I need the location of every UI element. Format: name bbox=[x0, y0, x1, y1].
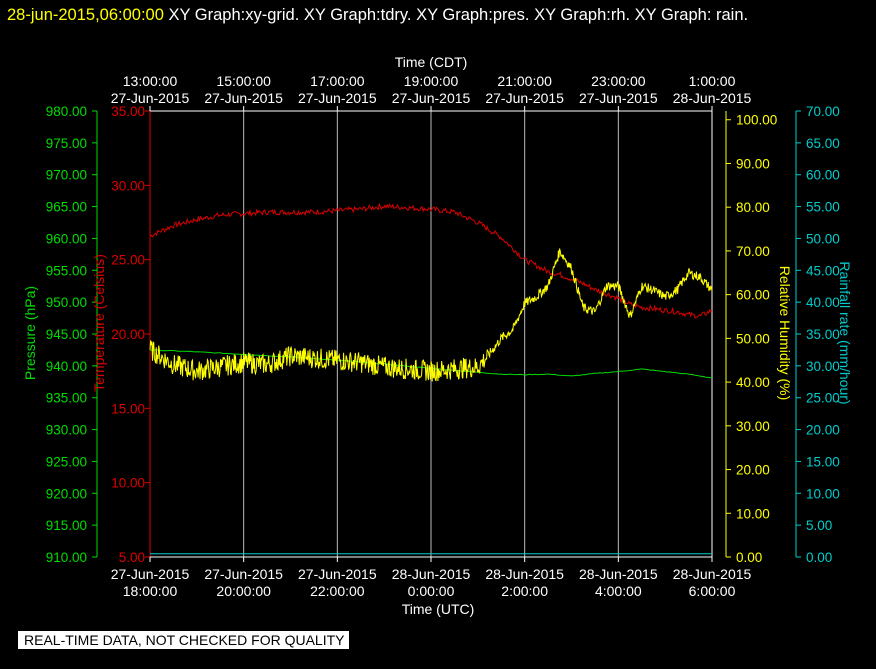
humidity-tick-label: 30.00 bbox=[736, 419, 770, 434]
rain-tick-label: 5.00 bbox=[806, 518, 832, 533]
bottom-tick-date: 28-Jun-2015 bbox=[673, 566, 752, 582]
humidity-tick-label: 100.00 bbox=[736, 113, 777, 128]
series-tdry bbox=[149, 202, 713, 319]
bottom-tick-date: 28-Jun-2015 bbox=[579, 566, 658, 582]
top-tick-date: 28-Jun-2015 bbox=[673, 90, 752, 106]
bottom-axis-label: Time (UTC) bbox=[402, 601, 475, 617]
top-tick-time: 19:00:00 bbox=[404, 73, 459, 89]
rain-tick-label: 50.00 bbox=[806, 231, 840, 246]
rain-tick-label: 0.00 bbox=[806, 550, 832, 565]
temperature-axis-label: Temperature (Celsius) bbox=[91, 254, 107, 392]
pressure-tick-label: 935.00 bbox=[46, 391, 87, 406]
top-tick-date: 27-Jun-2015 bbox=[579, 90, 658, 106]
bottom-tick-date: 28-Jun-2015 bbox=[392, 566, 471, 582]
pressure-tick-label: 915.00 bbox=[46, 518, 87, 533]
temperature-tick-label: 25.00 bbox=[111, 253, 145, 268]
humidity-tick-label: 50.00 bbox=[736, 331, 770, 346]
rain-tick-label: 60.00 bbox=[806, 168, 840, 183]
rain-tick-label: 15.00 bbox=[806, 454, 840, 469]
pressure-tick-label: 920.00 bbox=[46, 486, 87, 501]
humidity-tick-label: 10.00 bbox=[736, 506, 770, 521]
pressure-tick-label: 955.00 bbox=[46, 263, 87, 278]
pressure-tick-label: 950.00 bbox=[46, 295, 87, 310]
bottom-tick-date: 28-Jun-2015 bbox=[485, 566, 564, 582]
grid-lines bbox=[243, 111, 619, 557]
rain-tick-label: 45.00 bbox=[806, 263, 840, 278]
axis-frame bbox=[96, 110, 797, 558]
pressure-tick-label: 925.00 bbox=[46, 454, 87, 469]
top-tick-date: 27-Jun-2015 bbox=[204, 90, 283, 106]
top-tick-time: 1:00:00 bbox=[689, 73, 736, 89]
rain-tick-label: 55.00 bbox=[806, 200, 840, 215]
header-timestamp: 28-jun-2015,06:00:00 bbox=[7, 6, 164, 24]
rain-tick-label: 30.00 bbox=[806, 359, 840, 374]
top-tick-time: 23:00:00 bbox=[591, 73, 646, 89]
temperature-tick-label: 10.00 bbox=[111, 476, 145, 491]
temperature-tick-label: 5.00 bbox=[119, 550, 145, 565]
top-tick-date: 27-Jun-2015 bbox=[392, 90, 471, 106]
temperature-tick-label: 30.00 bbox=[111, 178, 145, 193]
humidity-tick-label: 80.00 bbox=[736, 200, 770, 215]
bottom-tick-date: 27-Jun-2015 bbox=[204, 566, 283, 582]
rain-tick-label: 70.00 bbox=[806, 104, 840, 119]
rain-tick-label: 25.00 bbox=[806, 391, 840, 406]
pressure-axis-label: Pressure (hPa) bbox=[22, 286, 38, 380]
axis-ticks: 980.00 975.00 970.00 965.00 960.00 955.00 950.… bbox=[46, 73, 840, 599]
temperature-tick-label: 35.00 bbox=[111, 104, 145, 119]
temperature-tick-label: 20.00 bbox=[111, 327, 145, 342]
bottom-tick-time: 18:00:00 bbox=[123, 583, 178, 599]
humidity-tick-label: 0.00 bbox=[736, 550, 762, 565]
rain-tick-label: 10.00 bbox=[806, 486, 840, 501]
top-tick-date: 27-Jun-2015 bbox=[485, 90, 564, 106]
pressure-tick-label: 975.00 bbox=[46, 136, 87, 151]
humidity-tick-label: 20.00 bbox=[736, 463, 770, 478]
top-tick-date: 27-Jun-2015 bbox=[111, 90, 190, 106]
bottom-tick-time: 4:00:00 bbox=[595, 583, 642, 599]
bottom-tick-date: 27-Jun-2015 bbox=[298, 566, 377, 582]
pressure-tick-label: 945.00 bbox=[46, 327, 87, 342]
chart-header: 28-jun-2015,06:00:00 XY Graph:xy-grid. X… bbox=[7, 2, 867, 29]
top-tick-date: 27-Jun-2015 bbox=[298, 90, 377, 106]
series-lines bbox=[149, 202, 713, 555]
bottom-tick-time: 2:00:00 bbox=[501, 583, 548, 599]
bottom-tick-time: 20:00:00 bbox=[216, 583, 271, 599]
pressure-tick-label: 930.00 bbox=[46, 423, 87, 438]
rain-tick-label: 65.00 bbox=[806, 136, 840, 151]
bottom-tick-time: 6:00:00 bbox=[689, 583, 736, 599]
top-tick-time: 15:00:00 bbox=[216, 73, 271, 89]
bottom-tick-date: 27-Jun-2015 bbox=[111, 566, 190, 582]
header-titles: XY Graph:xy-grid. XY Graph:tdry. XY Grap… bbox=[163, 6, 749, 24]
humidity-tick-label: 70.00 bbox=[736, 244, 770, 259]
pressure-tick-label: 980.00 bbox=[46, 104, 87, 119]
series-rh bbox=[149, 248, 713, 382]
rain-tick-label: 20.00 bbox=[806, 423, 840, 438]
temperature-tick-label: 15.00 bbox=[111, 401, 145, 416]
pressure-tick-label: 965.00 bbox=[46, 200, 87, 215]
quality-warning: REAL-TIME DATA, NOT CHECKED FOR QUALITY bbox=[18, 631, 350, 649]
top-tick-time: 17:00:00 bbox=[310, 73, 365, 89]
pressure-tick-label: 910.00 bbox=[46, 550, 87, 565]
rain-axis-label: Rainfall rate (mm/hour) bbox=[837, 261, 853, 404]
humidity-axis-label: Relative Humidity (%) bbox=[777, 266, 793, 401]
humidity-tick-label: 90.00 bbox=[736, 156, 770, 171]
bottom-tick-time: 0:00:00 bbox=[408, 583, 455, 599]
rain-tick-label: 35.00 bbox=[806, 327, 840, 342]
top-tick-time: 13:00:00 bbox=[123, 73, 178, 89]
top-axis-label: Time (CDT) bbox=[395, 54, 468, 70]
bottom-tick-time: 22:00:00 bbox=[310, 583, 365, 599]
rain-tick-label: 40.00 bbox=[806, 295, 840, 310]
top-tick-time: 21:00:00 bbox=[497, 73, 552, 89]
pressure-tick-label: 940.00 bbox=[46, 359, 87, 374]
pressure-tick-label: 960.00 bbox=[46, 231, 87, 246]
humidity-tick-label: 40.00 bbox=[736, 375, 770, 390]
humidity-tick-label: 60.00 bbox=[736, 288, 770, 303]
pressure-tick-label: 970.00 bbox=[46, 168, 87, 183]
